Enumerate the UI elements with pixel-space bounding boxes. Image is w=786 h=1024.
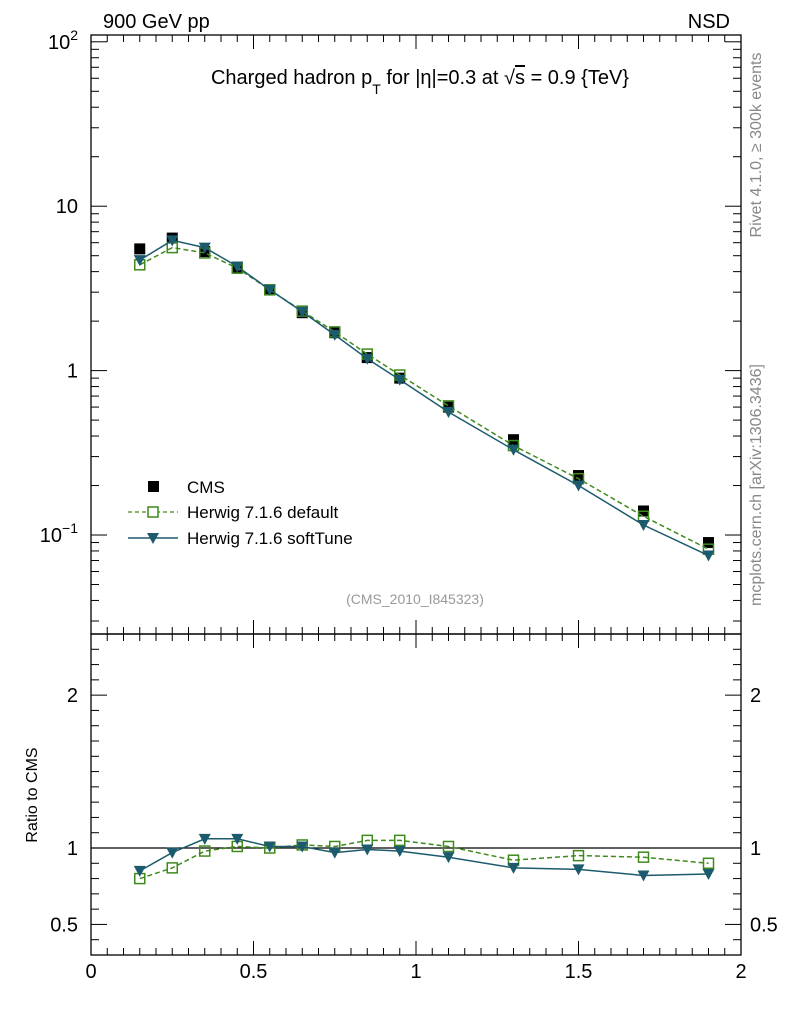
ratio-herwig-softtune-line — [139, 838, 709, 877]
ratio-panel-frame — [90, 633, 742, 956]
legend-label-default: Herwig 7.1.6 default — [187, 503, 338, 522]
reference-label: (CMS_2010_I845323) — [346, 591, 484, 607]
ratio-herwig-softtune-point — [702, 868, 715, 880]
legend-marker-softtune — [147, 533, 159, 544]
legend: CMS Herwig 7.1.6 default Herwig 7.1.6 so… — [128, 478, 353, 548]
herwig-softtune-point — [133, 255, 146, 267]
x-tick-label: 1.5 — [565, 961, 593, 983]
y-tick-label-exponent: −1 — [62, 520, 78, 536]
title-prefix: Charged hadron p — [211, 67, 372, 89]
ratio-herwig-softtune-point — [198, 833, 211, 845]
cms-point — [573, 470, 584, 482]
herwig-softtune-point — [263, 284, 276, 296]
herwig-softtune-point — [166, 235, 179, 247]
herwig-softtune-point — [702, 550, 715, 562]
title-root: √ — [504, 67, 515, 89]
herwig-softtune-line — [139, 239, 709, 557]
ratio-herwig-softtune-point — [361, 844, 374, 856]
ratio-herwig-softtune-point — [507, 862, 520, 874]
ratio-y-label: Ratio to CMS — [24, 747, 41, 842]
title-subscript: T — [372, 81, 381, 97]
y-tick-label-ratio: 2 — [67, 685, 78, 707]
herwig-softtune-point — [572, 480, 585, 492]
main-title: Charged hadron pT for |η|=0.3 at √s = 0.… — [211, 67, 629, 97]
title-mid: for |η|=0.3 at — [381, 67, 504, 89]
herwig-softtune-point — [393, 374, 406, 386]
y-tick-label-exponent: 2 — [70, 27, 78, 43]
herwig-softtune-point — [198, 242, 211, 254]
x-tick-label: 2 — [735, 961, 746, 983]
y-tick-label-ratio: 1 — [67, 838, 78, 860]
herwig-softtune-point — [442, 407, 455, 419]
ratio-herwig-softtune-point — [231, 833, 244, 845]
ratio-herwig-softtune-point — [442, 852, 455, 864]
y-tick-label-main: 10 — [56, 196, 78, 218]
ratio-herwig-default-point — [199, 845, 211, 857]
ratio-herwig-default-point — [166, 862, 178, 874]
cms-point — [508, 434, 519, 446]
cms-point — [134, 243, 146, 255]
ratio-herwig-softtune-point — [263, 841, 276, 853]
herwig-softtune-point — [361, 353, 374, 365]
title-suffix: = 0.9 {TeV} — [525, 67, 629, 89]
header-left-label: 900 GeV pp — [103, 11, 210, 33]
y-tick-label-ratio-right: 0.5 — [750, 914, 778, 936]
herwig-softtune-point — [507, 444, 520, 456]
ratio-herwig-softtune-point — [296, 841, 309, 853]
mcplots-label: mcplots.cern.ch [arXiv:1306.3436] — [748, 364, 765, 606]
cms-point — [703, 537, 714, 549]
y-tick-label-base: 10 — [48, 32, 70, 54]
herwig-softtune-point — [231, 261, 244, 273]
ratio-herwig-default-point — [702, 857, 715, 870]
ratio-herwig-default-point — [394, 834, 406, 847]
y-tick-label-main: 1 — [67, 361, 78, 383]
ratio-herwig-default-point — [442, 840, 455, 853]
legend-label-cms: CMS — [187, 478, 225, 497]
ratio-herwig-default-point — [572, 849, 585, 862]
x-tick-label: 0.5 — [240, 961, 268, 983]
legend-label-softtune: Herwig 7.1.6 softTune — [187, 529, 353, 548]
y-tick-label-main: 10−1 — [40, 520, 78, 547]
x-tick-label: 1 — [410, 961, 421, 983]
legend-marker-cms — [148, 481, 159, 492]
rivet-version-label: Rivet 4.1.0, ≥ 300k events — [748, 53, 765, 238]
legend-marker-default — [147, 506, 159, 518]
herwig-softtune-point — [637, 520, 650, 532]
ratio-herwig-softtune-point — [572, 864, 585, 876]
y-tick-label-ratio-right: 1 — [750, 838, 761, 860]
ratio-herwig-softtune-point — [133, 865, 146, 877]
ratio-herwig-softtune-point — [637, 870, 650, 882]
y-tick-label-main: 102 — [48, 27, 78, 54]
ratio-herwig-softtune-point — [393, 846, 406, 858]
title-s: s — [515, 67, 525, 89]
x-tick-label: 0 — [85, 961, 96, 983]
y-tick-label-ratio: 0.5 — [50, 914, 78, 936]
ratio-herwig-softtune-point — [328, 847, 341, 859]
y-tick-label-base: 10 — [40, 525, 62, 547]
ratio-herwig-default-point — [637, 851, 650, 863]
header-right-label: NSD — [688, 11, 730, 33]
herwig-softtune-point — [328, 329, 341, 341]
ratio-herwig-softtune-point — [166, 847, 179, 859]
herwig-softtune-point — [296, 306, 309, 318]
y-tick-label-ratio-right: 2 — [750, 685, 761, 707]
